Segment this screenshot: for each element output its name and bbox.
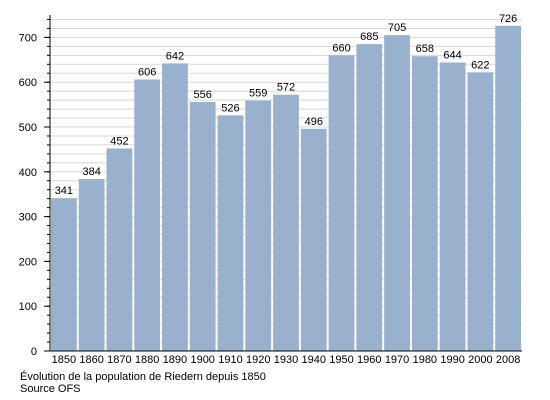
chart-caption: Évolution de la population de Riedern de… <box>20 371 266 383</box>
chart-source: Source OFS <box>20 383 81 395</box>
labels: 341 384 452 606 642 556 526 559 572 496 660 685 705 6… <box>19 13 521 366</box>
bar-1950 <box>328 55 355 351</box>
data-label-1870: 452 <box>110 136 128 148</box>
bar-1890 <box>162 63 188 351</box>
x-tick-label-1990: 1990 <box>440 354 464 366</box>
data-label-1860: 384 <box>82 166 100 178</box>
y-tick-label-0: 0 <box>31 346 37 358</box>
data-label-1940: 496 <box>305 116 323 128</box>
data-label-1850: 341 <box>55 185 73 197</box>
x-tick-label-1850: 1850 <box>52 354 76 366</box>
x-tick-label-1970: 1970 <box>385 354 409 366</box>
axes <box>44 15 522 352</box>
bar-1860 <box>78 178 105 351</box>
x-tick-label-1880: 1880 <box>135 354 159 366</box>
bar-1980 <box>411 56 438 351</box>
bar-2000 <box>467 72 494 352</box>
y-tick-label-300: 300 <box>19 212 37 224</box>
data-label-1900: 556 <box>194 89 212 101</box>
data-label-1960: 685 <box>360 31 378 43</box>
bar-1990 <box>439 62 466 351</box>
bar-1970 <box>384 35 410 351</box>
data-label-2000: 622 <box>471 59 489 71</box>
data-label-2008: 726 <box>499 13 517 25</box>
y-tick-label-500: 500 <box>19 122 37 134</box>
x-tick-label-1860: 1860 <box>79 354 103 366</box>
y-tick-label-100: 100 <box>19 301 37 313</box>
data-label-1910: 526 <box>221 102 239 114</box>
bar-1920 <box>245 100 272 352</box>
x-tick-label-1890: 1890 <box>163 354 187 366</box>
bar-1900 <box>189 101 216 351</box>
population-bar-chart: 341 384 452 606 642 556 526 559 572 496 660 685 705 6… <box>19 13 522 366</box>
x-tick-label-1910: 1910 <box>218 354 242 366</box>
data-label-1920: 559 <box>249 88 267 100</box>
bar-1960 <box>356 44 383 352</box>
bar-1880 <box>134 79 161 352</box>
bar-1870 <box>106 148 133 351</box>
bar-2008 <box>495 25 521 351</box>
x-tick-label-1960: 1960 <box>357 354 381 366</box>
y-tick-label-400: 400 <box>19 167 37 179</box>
x-tick-label-1980: 1980 <box>413 354 437 366</box>
data-label-1980: 658 <box>416 43 434 55</box>
y-tick-label-600: 600 <box>19 77 37 89</box>
data-label-1890: 642 <box>166 50 184 62</box>
data-label-1970: 705 <box>388 22 406 34</box>
bar-1930 <box>273 94 299 351</box>
data-label-1930: 572 <box>277 82 295 94</box>
bar-1940 <box>300 128 327 351</box>
bar-1850 <box>51 198 77 351</box>
data-label-1880: 606 <box>138 67 156 79</box>
x-tick-label-1940: 1940 <box>302 354 326 366</box>
bars <box>51 25 521 352</box>
x-tick-label-1950: 1950 <box>329 354 353 366</box>
x-tick-label-1930: 1930 <box>274 354 298 366</box>
x-tick-label-1870: 1870 <box>107 354 131 366</box>
y-tick-label-700: 700 <box>19 32 37 44</box>
x-tick-label-2008: 2008 <box>496 354 520 366</box>
x-tick-label-1900: 1900 <box>190 354 214 366</box>
x-tick-label-2000: 2000 <box>468 354 492 366</box>
data-label-1990: 644 <box>443 49 461 61</box>
bar-1910 <box>217 115 244 352</box>
data-label-1950: 660 <box>332 42 350 54</box>
x-tick-label-1920: 1920 <box>246 354 270 366</box>
y-tick-label-200: 200 <box>19 256 37 268</box>
